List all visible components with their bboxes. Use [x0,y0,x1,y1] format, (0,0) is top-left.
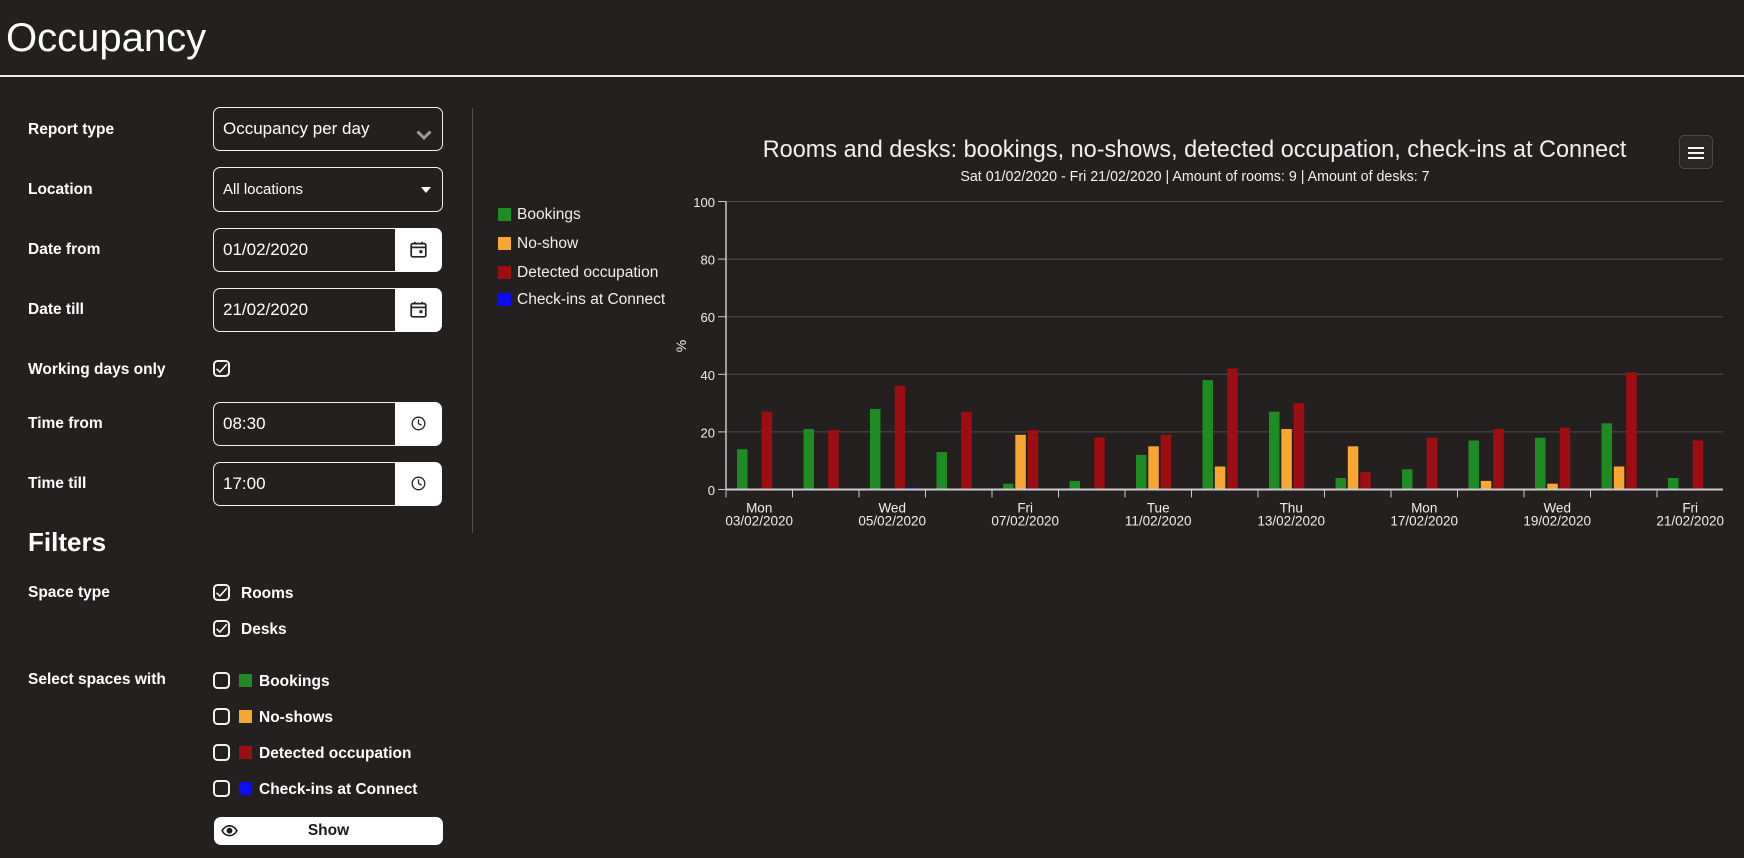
svg-text:%: % [673,340,689,352]
svg-text:Wed: Wed [878,501,906,516]
svg-text:Wed: Wed [1543,501,1571,516]
svg-text:100: 100 [693,195,715,210]
svg-text:21/02/2020: 21/02/2020 [1656,514,1724,529]
svg-text:0: 0 [708,483,715,498]
svg-text:11/02/2020: 11/02/2020 [1125,514,1192,529]
svg-text:20: 20 [701,425,715,440]
svg-text:Mon: Mon [746,501,772,516]
svg-text:17/02/2020: 17/02/2020 [1390,514,1458,529]
svg-text:Thu: Thu [1280,501,1303,516]
svg-text:03/02/2020: 03/02/2020 [725,514,793,529]
svg-text:60: 60 [701,310,715,325]
svg-text:13/02/2020: 13/02/2020 [1257,514,1325,529]
svg-text:Tue: Tue [1147,501,1170,516]
svg-text:80: 80 [701,253,715,268]
svg-text:Fri: Fri [1017,501,1033,516]
svg-text:05/02/2020: 05/02/2020 [858,514,926,529]
svg-text:Fri: Fri [1682,501,1698,516]
svg-text:40: 40 [701,368,715,383]
svg-text:07/02/2020: 07/02/2020 [991,514,1059,529]
svg-text:19/02/2020: 19/02/2020 [1523,514,1591,529]
svg-text:Mon: Mon [1411,501,1437,516]
